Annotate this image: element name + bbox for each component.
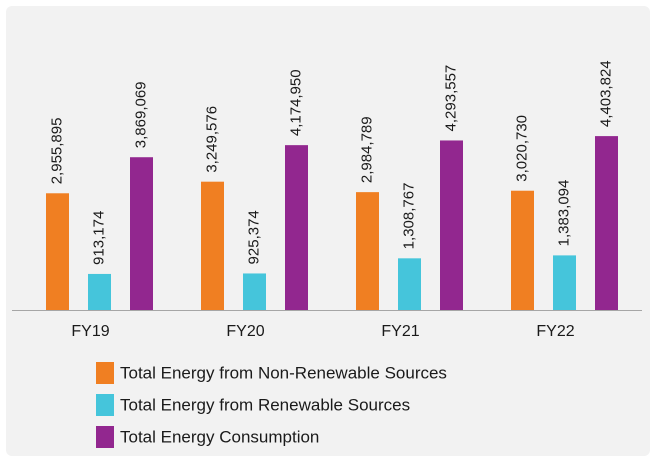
bar (553, 255, 576, 310)
legend-label: Total Energy from Renewable Sources (120, 395, 410, 414)
bar (356, 192, 379, 310)
x-tick-label: FY22 (536, 323, 574, 340)
bar (285, 145, 308, 310)
bar (201, 181, 224, 310)
value-label: 4,403,824 (597, 60, 614, 127)
x-tick-label: FY21 (381, 323, 419, 340)
legend-swatch (96, 426, 114, 448)
bar (88, 273, 111, 310)
legend-label: Total Energy from Non-Renewable Sources (120, 363, 447, 382)
bar (46, 193, 69, 310)
bar (595, 136, 618, 310)
bar (398, 258, 421, 310)
x-tick-label: FY20 (226, 323, 264, 340)
panel (6, 6, 650, 456)
value-label: 925,374 (245, 210, 262, 264)
bar (243, 273, 266, 310)
value-label: 913,174 (90, 211, 107, 265)
value-label: 4,293,557 (442, 65, 459, 132)
value-label: 3,020,730 (513, 115, 530, 182)
legend-swatch (96, 362, 114, 384)
bar (511, 190, 534, 310)
value-label: 2,984,789 (358, 116, 375, 183)
value-label: 4,174,950 (287, 69, 304, 136)
bar (130, 157, 153, 310)
value-label: 3,249,576 (203, 106, 220, 173)
value-label: 3,869,069 (132, 81, 149, 148)
value-label: 1,308,767 (400, 183, 417, 250)
legend-swatch (96, 394, 114, 416)
value-label: 2,955,895 (48, 118, 65, 185)
x-tick-label: FY19 (71, 323, 109, 340)
value-label: 1,383,094 (555, 180, 572, 247)
bar (440, 140, 463, 310)
legend-label: Total Energy Consumption (120, 427, 319, 446)
